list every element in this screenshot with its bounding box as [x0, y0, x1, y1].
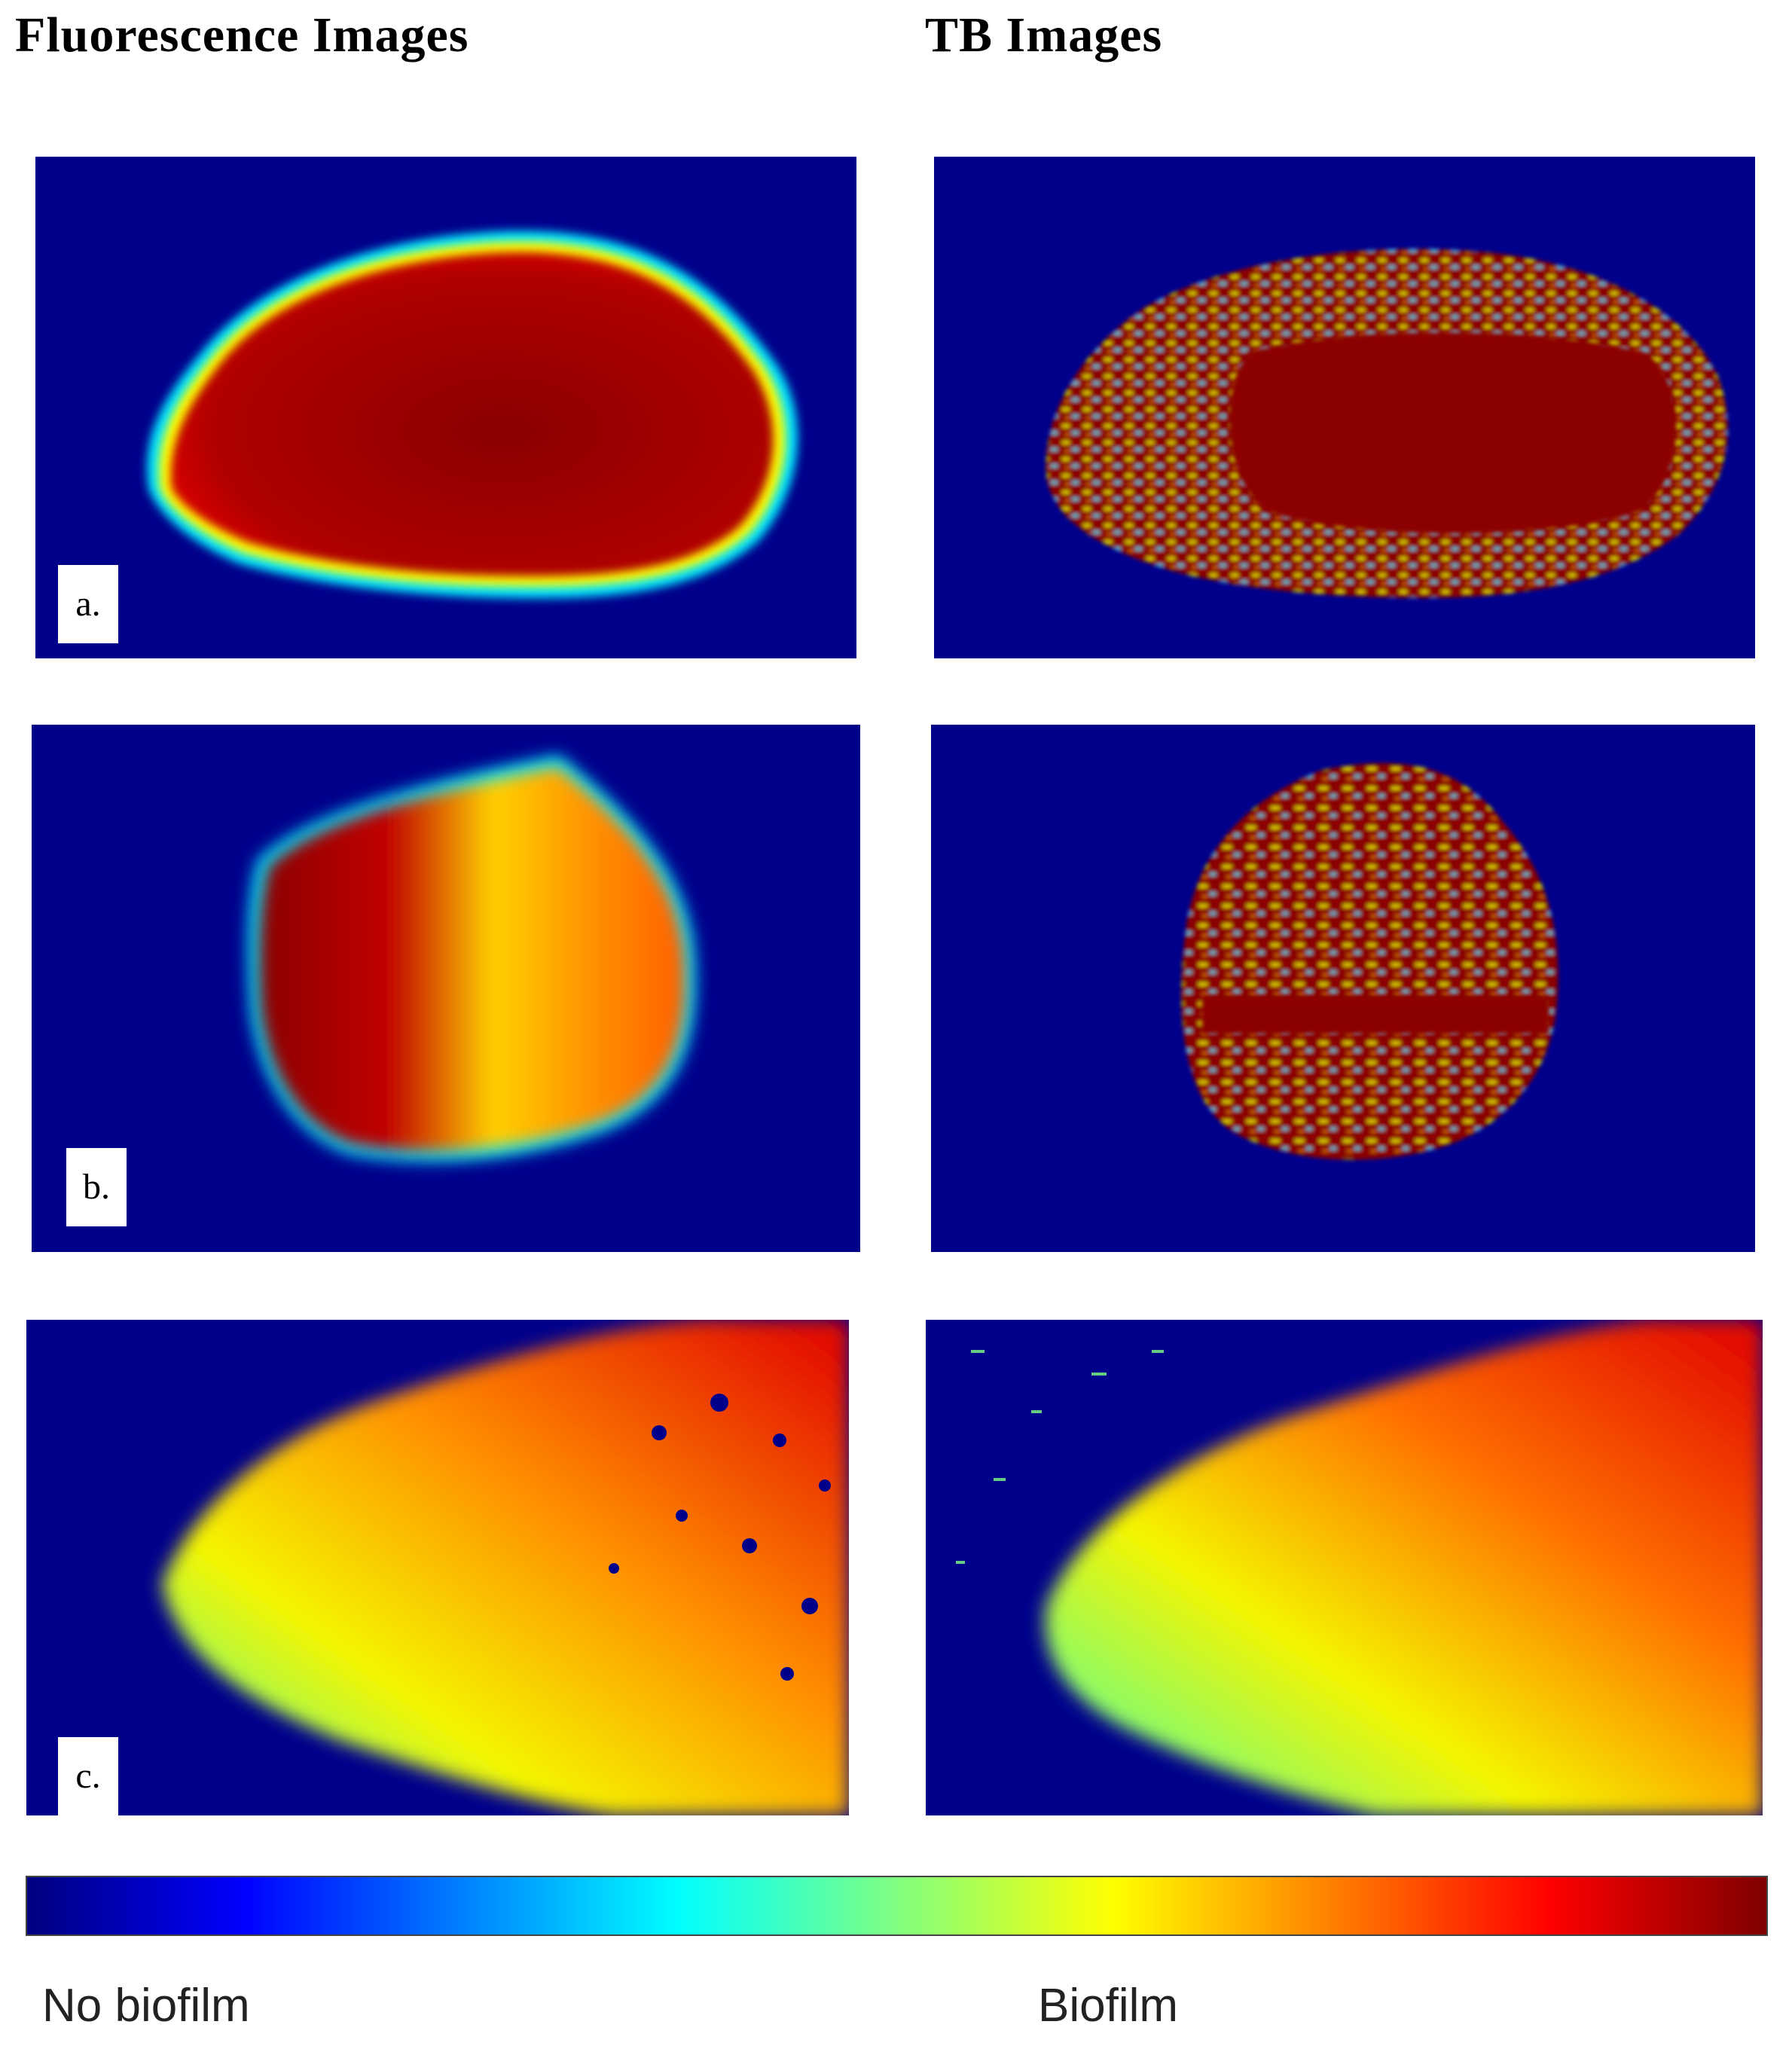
colorbar-low-label: No biofilm [42, 1980, 250, 2032]
row-label-a: a. [58, 565, 118, 643]
jet-colorbar [26, 1876, 1768, 1936]
fluorescence-column-title: Fluorescence Images [15, 8, 469, 63]
tb-image-c [926, 1320, 1763, 1815]
row-label-b: b. [66, 1148, 127, 1226]
tb-column-title: TB Images [925, 8, 1163, 63]
fluorescence-image-b: b. [32, 725, 860, 1252]
row-label-c: c. [58, 1737, 118, 1815]
colorbar-high-label: Biofilm [1038, 1980, 1179, 2032]
tb-image-a [934, 157, 1755, 658]
tb-image-b [931, 725, 1755, 1252]
fluorescence-image-a: a. [35, 157, 856, 658]
fluorescence-image-c: c. [26, 1320, 849, 1815]
